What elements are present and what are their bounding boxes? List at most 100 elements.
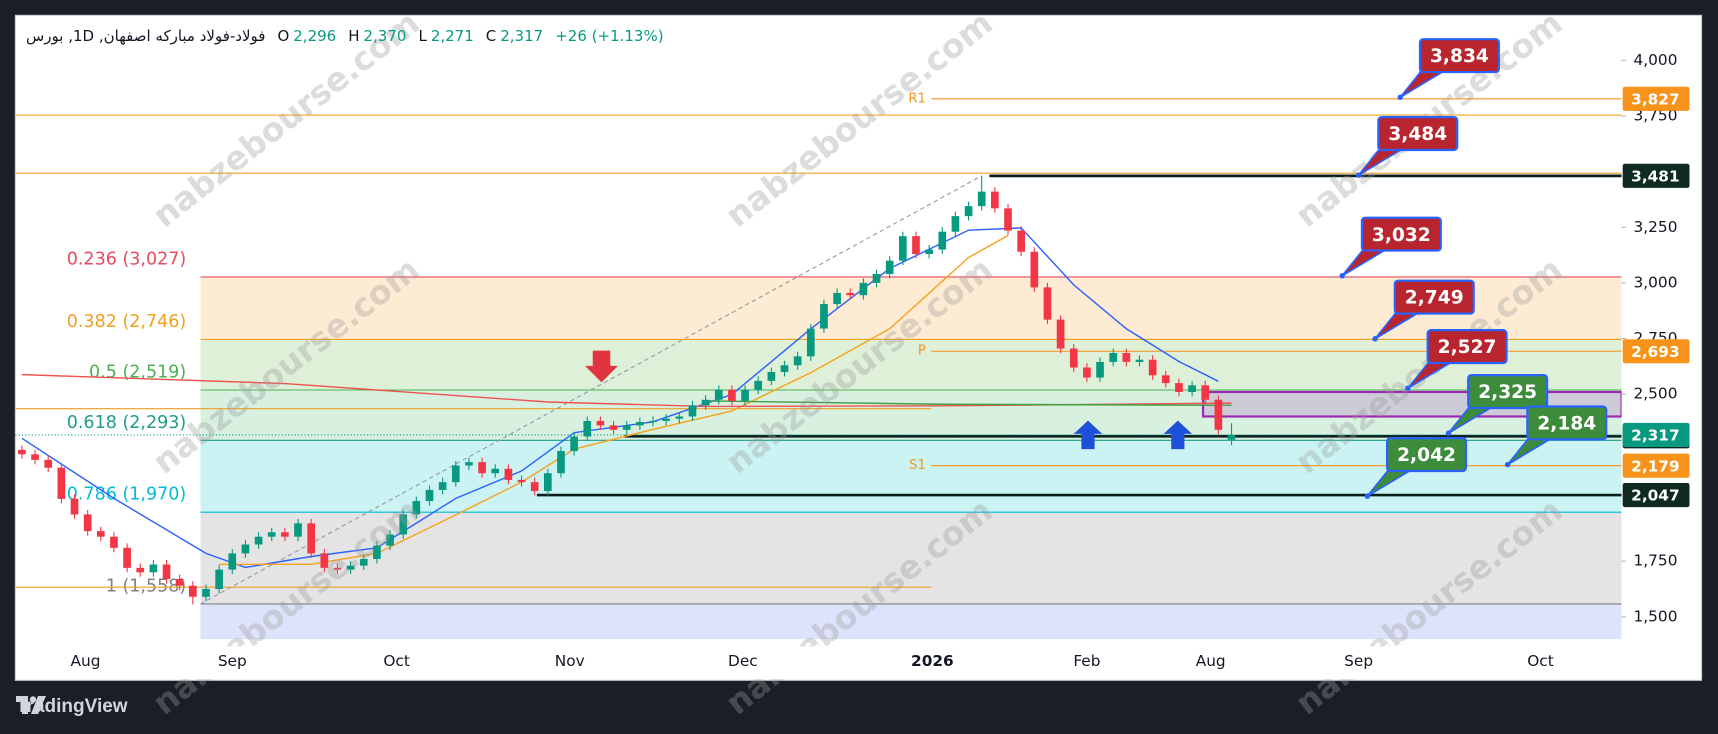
candle-body [977, 191, 986, 207]
candle-body [780, 365, 789, 372]
price-badge [1622, 422, 1690, 448]
callout-label: 2,184 [1537, 414, 1596, 435]
candle-body [636, 422, 644, 426]
candle-body [373, 545, 381, 559]
candle-body [281, 532, 289, 537]
pivot-tag: P [918, 344, 926, 359]
candle-body [570, 436, 578, 451]
candle-body [649, 420, 657, 423]
ohlc-key: O [277, 27, 290, 45]
price-badge [1622, 339, 1690, 364]
candle-body [833, 292, 841, 305]
candle-body [1214, 399, 1223, 430]
x-tick-label: Sep [1344, 652, 1373, 670]
candle-body [688, 405, 697, 417]
candle-body [1188, 385, 1196, 392]
pivot-tag: R1 [908, 91, 925, 106]
brand-logo [16, 696, 46, 714]
legend: فولاد-فولاد مبارکه اصفهان, 1D, بورس O 2,2… [26, 27, 672, 45]
candle-body [741, 389, 749, 401]
candle-body [1030, 251, 1039, 288]
candle-body [254, 536, 263, 545]
callout-tip [1372, 336, 1378, 342]
callout-tip [1364, 493, 1371, 499]
candle-body [44, 459, 53, 468]
x-tick-label: Aug [70, 652, 100, 670]
x-tick-label: Dec [728, 652, 758, 670]
candle-body [951, 216, 960, 232]
x-tick-label: 2026 [911, 652, 954, 670]
fib-band [200, 339, 1622, 390]
candle-body [478, 462, 486, 474]
candle-body [806, 328, 815, 357]
y-tick-label: 1,750 [1634, 552, 1678, 570]
callout-label: 3,484 [1388, 124, 1447, 145]
candle-body [57, 467, 66, 499]
candle-body [215, 569, 223, 590]
candle-body [898, 236, 907, 261]
fib-label: 0.618 (2,293) [67, 413, 187, 433]
fib-label: 0.236 (3,027) [67, 249, 187, 269]
candle-body [504, 468, 513, 480]
candle-body [728, 389, 736, 401]
ohlc-value: 2,317 [500, 27, 544, 45]
candle-body [491, 468, 500, 474]
candle-body [820, 304, 828, 329]
candle-body [346, 565, 355, 570]
candle-body [386, 534, 394, 546]
ohlc-value: 2,271 [430, 27, 474, 45]
ohlc-value: 2,296 [293, 27, 337, 45]
price-axis [1621, 16, 1701, 647]
candle-body [228, 553, 237, 570]
price-badge-label: 2,317 [1631, 427, 1679, 445]
callout-tip [1504, 461, 1511, 468]
price-badge [1622, 163, 1690, 188]
candle-body [83, 514, 92, 532]
change: +26 (+1.13%) [555, 27, 664, 45]
candle-body [543, 473, 552, 492]
callout-box [1526, 405, 1608, 441]
callout-box [1360, 216, 1442, 252]
candle-body [399, 514, 408, 535]
price-badge-label: 2,179 [1631, 457, 1679, 475]
price-badge-label: 2,693 [1631, 343, 1679, 361]
candle-body [149, 564, 158, 573]
ohlc-key: H [348, 27, 360, 45]
candle-body [307, 523, 316, 554]
price-badge-label: 3,827 [1631, 90, 1679, 108]
callout-label: 3,834 [1430, 46, 1489, 67]
candle-body [451, 465, 460, 483]
candle-body [517, 479, 526, 483]
callout-label: 2,527 [1438, 337, 1497, 358]
candle-body [123, 547, 131, 568]
fib-band [200, 512, 1622, 604]
candle-body [465, 462, 473, 466]
candle-body [885, 260, 894, 275]
candle-body [1069, 348, 1078, 368]
candle-body [872, 274, 881, 283]
candle-body [162, 564, 171, 579]
candle-body [1175, 383, 1183, 392]
price-badge [1622, 86, 1690, 111]
footer: TradingView [16, 696, 128, 718]
callout-box [1386, 437, 1468, 473]
x-tick-label: Oct [383, 652, 410, 670]
candle-body [1109, 353, 1118, 362]
up-arrow [1163, 420, 1193, 450]
candle-body [136, 567, 145, 573]
fib-label: 1 (1,558) [106, 576, 187, 596]
candle-body [859, 282, 868, 296]
callout-tip [1445, 430, 1452, 436]
callout-tip [1405, 385, 1411, 391]
price-badge [1622, 483, 1690, 508]
candle-body [96, 531, 105, 537]
y-tick-label: 3,750 [1634, 106, 1678, 124]
candle-body [333, 567, 342, 570]
brand: TradingView [16, 696, 128, 717]
candle-body [425, 489, 434, 502]
candle-body [714, 389, 723, 400]
callout-label: 2,749 [1405, 288, 1464, 309]
price-badge-label: 2,047 [1631, 487, 1679, 505]
fib-band [200, 389, 1622, 441]
candle-body [110, 536, 118, 548]
